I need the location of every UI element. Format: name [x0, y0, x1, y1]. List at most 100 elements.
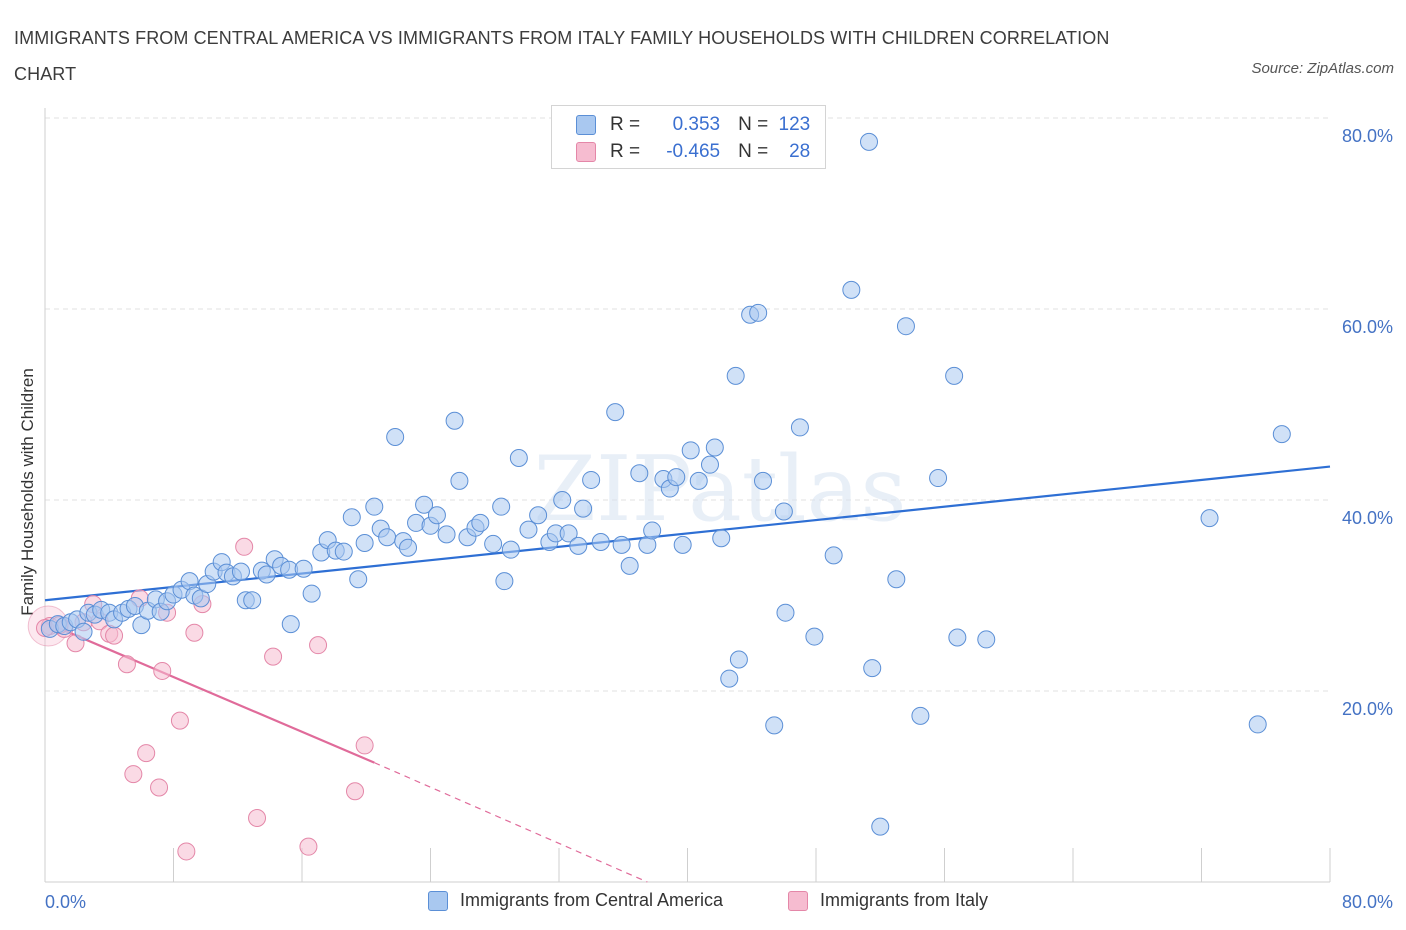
r-value: 0.353 — [672, 114, 721, 135]
data-point-central-america — [896, 317, 915, 336]
data-point-central-america — [977, 630, 996, 649]
data-point-central-america — [365, 497, 384, 516]
data-point-central-america — [334, 542, 353, 561]
data-point-central-america — [887, 570, 906, 589]
data-points — [27, 132, 1291, 861]
data-point-italy — [235, 537, 254, 556]
r-value: -0.465 — [666, 141, 721, 162]
data-point-central-america — [591, 533, 610, 552]
data-point-central-america — [667, 468, 686, 487]
data-point-central-america — [415, 495, 434, 514]
data-point-central-america — [620, 556, 639, 575]
n-value: 28 — [789, 141, 811, 162]
n-value: 123 — [778, 114, 811, 135]
data-point-italy — [248, 809, 267, 828]
data-point-central-america — [681, 441, 700, 460]
data-point-italy — [137, 744, 156, 763]
data-point-italy — [299, 837, 318, 856]
data-point-central-america — [574, 499, 593, 518]
data-point-central-america — [753, 471, 772, 490]
data-point-italy — [170, 711, 189, 730]
data-point-central-america — [929, 469, 948, 488]
data-point-central-america — [243, 591, 262, 610]
data-point-central-america — [355, 533, 374, 552]
data-point-central-america — [74, 622, 93, 641]
data-point-italy — [346, 782, 365, 801]
data-point-italy — [105, 626, 124, 645]
pink-swatch — [788, 890, 808, 911]
bottom-legend-italy: Immigrants from Italy — [788, 890, 988, 911]
data-point-italy — [177, 842, 196, 861]
bottom-legend-central-america: Immigrants from Central America — [428, 890, 723, 911]
data-point-central-america — [643, 521, 662, 540]
data-point-central-america — [281, 615, 300, 634]
chart-title: IMMIGRANTS FROM CENTRAL AMERICA VS IMMIG… — [14, 28, 1110, 84]
data-point-central-america — [673, 535, 692, 554]
data-point-central-america — [257, 565, 276, 584]
data-point-central-america — [689, 471, 708, 490]
data-point-central-america — [519, 520, 538, 539]
data-point-central-america — [948, 628, 967, 647]
tick-labels: 20.0% 40.0% 60.0% 80.0% 0.0% 80.0% — [45, 126, 1393, 912]
data-point-central-america — [726, 366, 745, 385]
legend-row-italy: R = -0.465 N = 28 — [576, 140, 810, 164]
data-point-italy — [355, 736, 374, 755]
legend-label: Immigrants from Italy — [820, 890, 989, 910]
data-point-central-america — [1200, 509, 1219, 528]
data-point-central-america — [824, 546, 843, 565]
data-point-central-america — [863, 659, 882, 678]
n-label: N = — [738, 141, 769, 162]
legend-row-central-america: R = 0.353 N = 123 — [576, 113, 810, 137]
data-point-central-america — [569, 536, 588, 555]
data-point-central-america — [1248, 715, 1267, 734]
data-point-italy — [150, 778, 169, 797]
data-point-italy — [264, 647, 283, 666]
data-point-central-america — [349, 570, 368, 589]
data-point-central-america — [1272, 425, 1291, 444]
source-label: Source: ZipAtlas.com — [1251, 60, 1394, 77]
x-tick-label: 80.0% — [1342, 892, 1393, 912]
data-point-central-america — [749, 303, 768, 322]
data-point-central-america — [484, 534, 503, 553]
data-point-central-america — [302, 584, 321, 603]
data-point-central-america — [774, 502, 793, 521]
trend-line-italy — [44, 621, 375, 764]
n-label: N = — [738, 114, 769, 135]
data-point-central-america — [705, 438, 724, 457]
data-point-central-america — [945, 366, 964, 385]
data-point-central-america — [231, 562, 250, 581]
data-point-central-america — [842, 280, 861, 299]
data-point-central-america — [612, 535, 631, 554]
trend-line-italy-extension — [374, 762, 648, 883]
r-label: R = — [610, 141, 641, 162]
data-point-central-america — [790, 418, 809, 437]
y-tick-label: 20.0% — [1342, 699, 1393, 719]
y-tick-label: 80.0% — [1342, 126, 1393, 146]
data-point-central-america — [606, 403, 625, 422]
data-point-central-america — [509, 448, 528, 467]
data-point-central-america — [450, 471, 469, 490]
data-point-central-america — [776, 603, 795, 622]
blue-swatch — [576, 115, 596, 135]
data-point-central-america — [386, 427, 405, 446]
data-point-central-america — [805, 627, 824, 646]
data-point-central-america — [871, 817, 890, 836]
data-point-italy — [117, 655, 136, 674]
r-label: R = — [610, 114, 641, 135]
data-point-central-america — [501, 540, 520, 559]
data-point-central-america — [559, 524, 578, 543]
blue-swatch — [428, 890, 448, 911]
data-point-central-america — [582, 470, 601, 489]
data-point-central-america — [445, 411, 464, 430]
data-point-italy — [309, 636, 328, 655]
data-point-central-america — [437, 525, 456, 544]
data-point-central-america — [729, 650, 748, 669]
data-point-central-america — [911, 706, 930, 725]
x-tick-label: 0.0% — [45, 892, 86, 912]
data-point-central-america — [630, 464, 649, 483]
data-point-central-america — [860, 132, 879, 151]
data-point-central-america — [720, 669, 739, 688]
data-point-central-america — [399, 538, 418, 557]
data-point-central-america — [492, 497, 511, 516]
